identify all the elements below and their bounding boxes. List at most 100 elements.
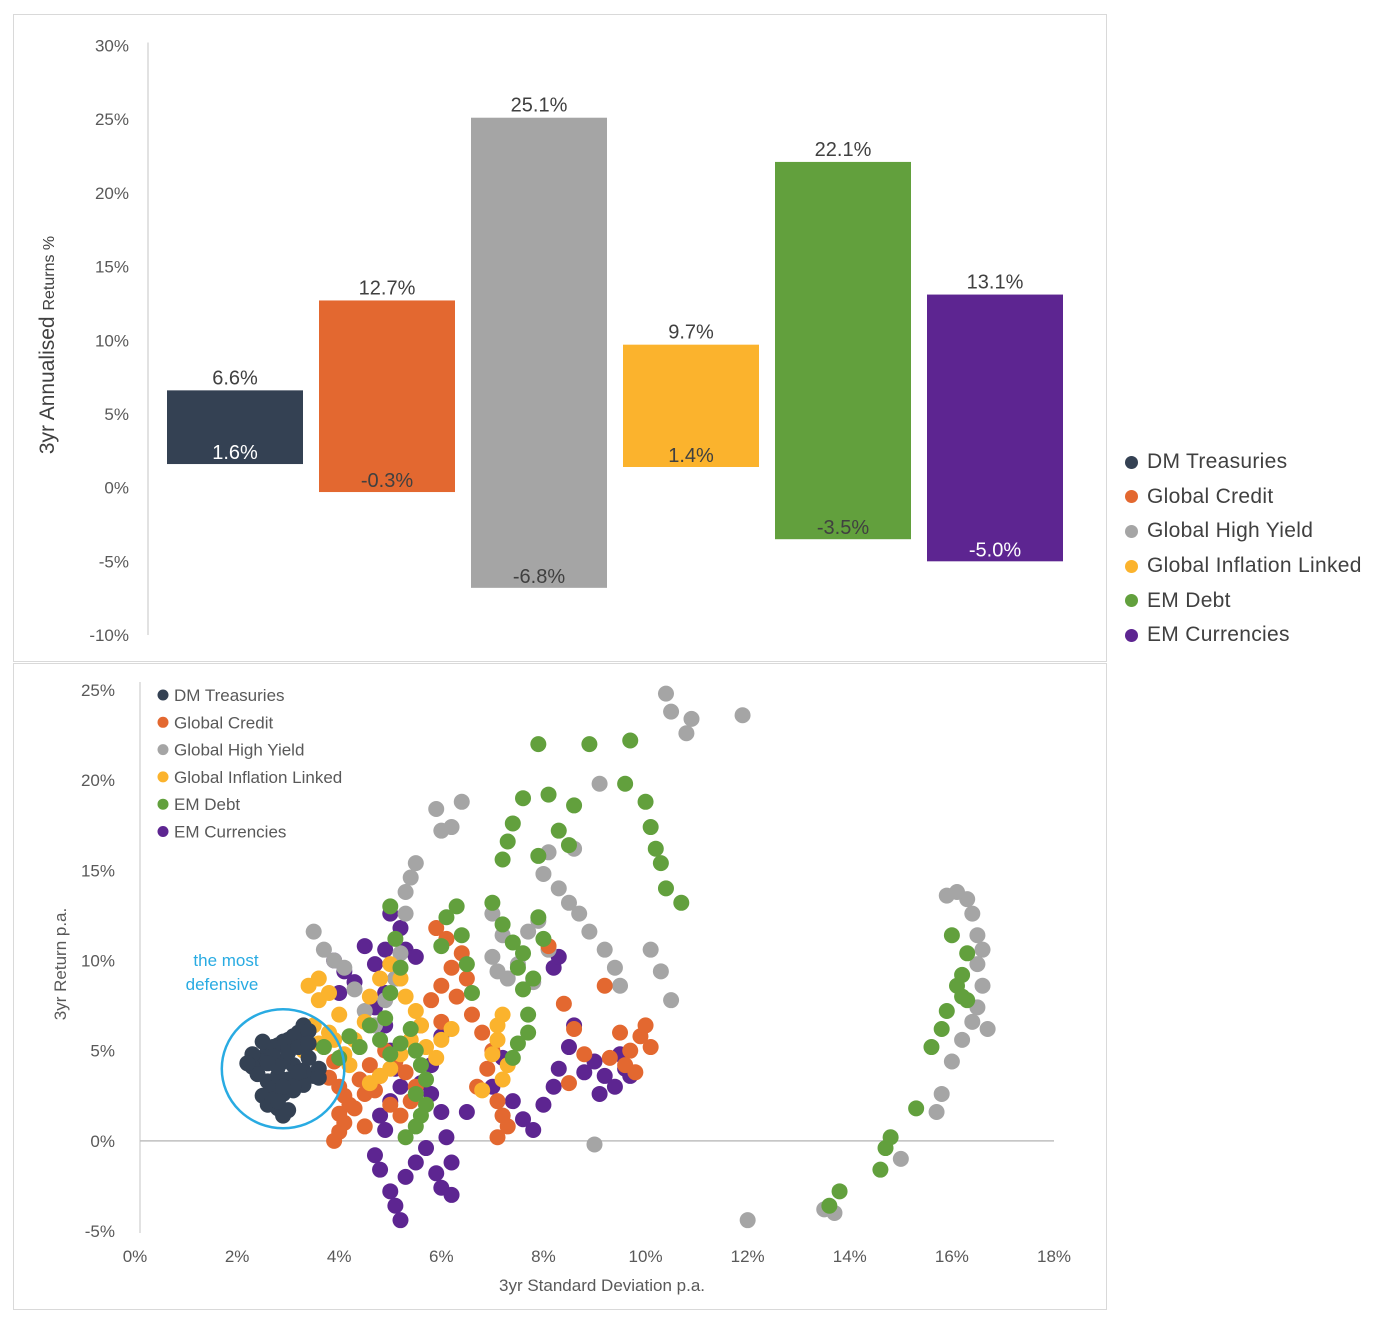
- scatter-point: [969, 956, 986, 973]
- scatter-point: [458, 970, 475, 987]
- scatter-point: [336, 959, 353, 976]
- scatter-point: [407, 1002, 424, 1019]
- scatter-point: [591, 775, 608, 792]
- scatter-point: [560, 1075, 577, 1092]
- scatter-point: [407, 1154, 424, 1171]
- scatter-point: [361, 1057, 378, 1074]
- scatter-point: [448, 898, 465, 915]
- scatter-point: [525, 1122, 542, 1139]
- scatter-point: [392, 1035, 409, 1052]
- scatter-point: [423, 992, 440, 1009]
- scatter-point: [290, 1064, 307, 1081]
- legend-label: Global Credit: [1147, 484, 1274, 508]
- scatter-point: [443, 1154, 460, 1171]
- scatter-point: [647, 840, 664, 857]
- scatter-point: [535, 1096, 552, 1113]
- bar-low-label: -6.8%: [513, 566, 565, 588]
- bar-low-label: -5.0%: [969, 539, 1021, 561]
- scatter-point: [606, 959, 623, 976]
- scatter-point: [499, 833, 516, 850]
- legend-label: DM Treasuries: [1147, 450, 1288, 474]
- scatter-point: [407, 1085, 424, 1102]
- y-tick-label: 20%: [81, 771, 115, 790]
- scatter-point: [606, 1078, 623, 1095]
- scatter-point: [372, 1031, 389, 1048]
- scatter-point: [617, 775, 634, 792]
- scatter-point: [979, 1021, 996, 1038]
- scatter-point: [908, 1100, 925, 1117]
- y-axis-title-small: Returns %: [41, 236, 58, 311]
- scatter-point: [453, 793, 470, 810]
- scatter-point: [402, 869, 419, 886]
- scatter-point: [397, 883, 414, 900]
- scatter-point: [392, 945, 409, 962]
- scatter-point: [560, 894, 577, 911]
- legend-item-global-inflation-linked: Global Inflation Linked: [1125, 549, 1362, 584]
- legend-label: EM Debt: [174, 795, 240, 814]
- legend-marker-icon: [157, 744, 169, 756]
- x-axis-title: 3yr Standard Deviation p.a.: [499, 1276, 705, 1295]
- legend-marker-icon: [1125, 559, 1138, 573]
- scatter-point: [657, 880, 674, 897]
- scatter-point: [407, 1118, 424, 1135]
- scatter-point: [550, 822, 567, 839]
- scatter-point: [739, 1212, 756, 1229]
- y-tick-label: 25%: [95, 110, 129, 129]
- scatter-point: [515, 790, 532, 807]
- bar-high-label: 12.7%: [359, 277, 416, 299]
- y-tick-label: 10%: [95, 331, 129, 350]
- scatter-point: [550, 880, 567, 897]
- scatter-point: [300, 1035, 317, 1052]
- y-tick-label: 20%: [95, 184, 129, 203]
- scatter-point: [489, 1093, 506, 1110]
- scatter-point: [443, 1021, 460, 1038]
- legend-marker-icon: [157, 826, 169, 837]
- scatter-point: [443, 1186, 460, 1203]
- scatter-point: [382, 1183, 399, 1200]
- scatter-point: [392, 1107, 409, 1124]
- scatter-point: [964, 905, 981, 922]
- scatter-point: [938, 1002, 955, 1019]
- scatter-point: [530, 847, 547, 864]
- scatter-point: [275, 1078, 292, 1095]
- bar-high-label: 9.7%: [668, 322, 714, 344]
- scatter-point: [954, 988, 971, 1005]
- x-tick-label: 0%: [123, 1247, 148, 1266]
- scatter-point: [254, 1033, 271, 1050]
- scatter-point: [397, 1129, 414, 1146]
- scatter-point: [591, 1085, 608, 1102]
- scatter-point: [520, 1006, 537, 1023]
- bar-chart-legend: DM Treasuries Global Credit Global High Yi…: [1125, 445, 1362, 653]
- scatter-point: [663, 992, 680, 1009]
- scatter-point: [494, 1006, 511, 1023]
- scatter-point: [372, 970, 389, 987]
- scatter-point: [683, 710, 700, 727]
- legend-label: Global Inflation Linked: [1147, 554, 1362, 578]
- legend-marker-icon: [157, 689, 169, 701]
- scatter-point: [576, 1046, 593, 1063]
- scatter-point: [515, 945, 532, 962]
- bar-high-label: 25.1%: [511, 95, 568, 117]
- scatter-point: [428, 1049, 445, 1066]
- scatter-point: [407, 948, 424, 965]
- legend-marker-icon: [157, 716, 169, 728]
- scatter-point: [499, 970, 516, 987]
- scatter-point: [933, 1085, 950, 1102]
- scatter-point: [637, 793, 654, 810]
- scatter-point: [943, 1053, 960, 1070]
- y-tick-label: 0%: [90, 1132, 115, 1151]
- bar-dm-treasuries: [167, 390, 303, 465]
- scatter-point: [494, 1071, 511, 1088]
- scatter-point: [275, 1107, 292, 1124]
- scatter-point: [474, 1082, 491, 1099]
- legend-marker-icon: [1125, 628, 1138, 642]
- scatter-point: [974, 977, 991, 994]
- scatter-point: [673, 894, 690, 911]
- scatter-point: [509, 959, 526, 976]
- bar-low-label: 1.4%: [668, 445, 714, 467]
- scatter-point: [443, 819, 460, 836]
- bar-global-inflation-linked: [623, 344, 759, 467]
- legend-marker-icon: [1125, 455, 1138, 469]
- scatter-chart-panel: 25% 20% 15% 10% 5% 0% -5% 0% 2% 4% 6% 8% 10% 12% 14% 16…: [13, 663, 1107, 1310]
- scatter-point: [535, 865, 552, 882]
